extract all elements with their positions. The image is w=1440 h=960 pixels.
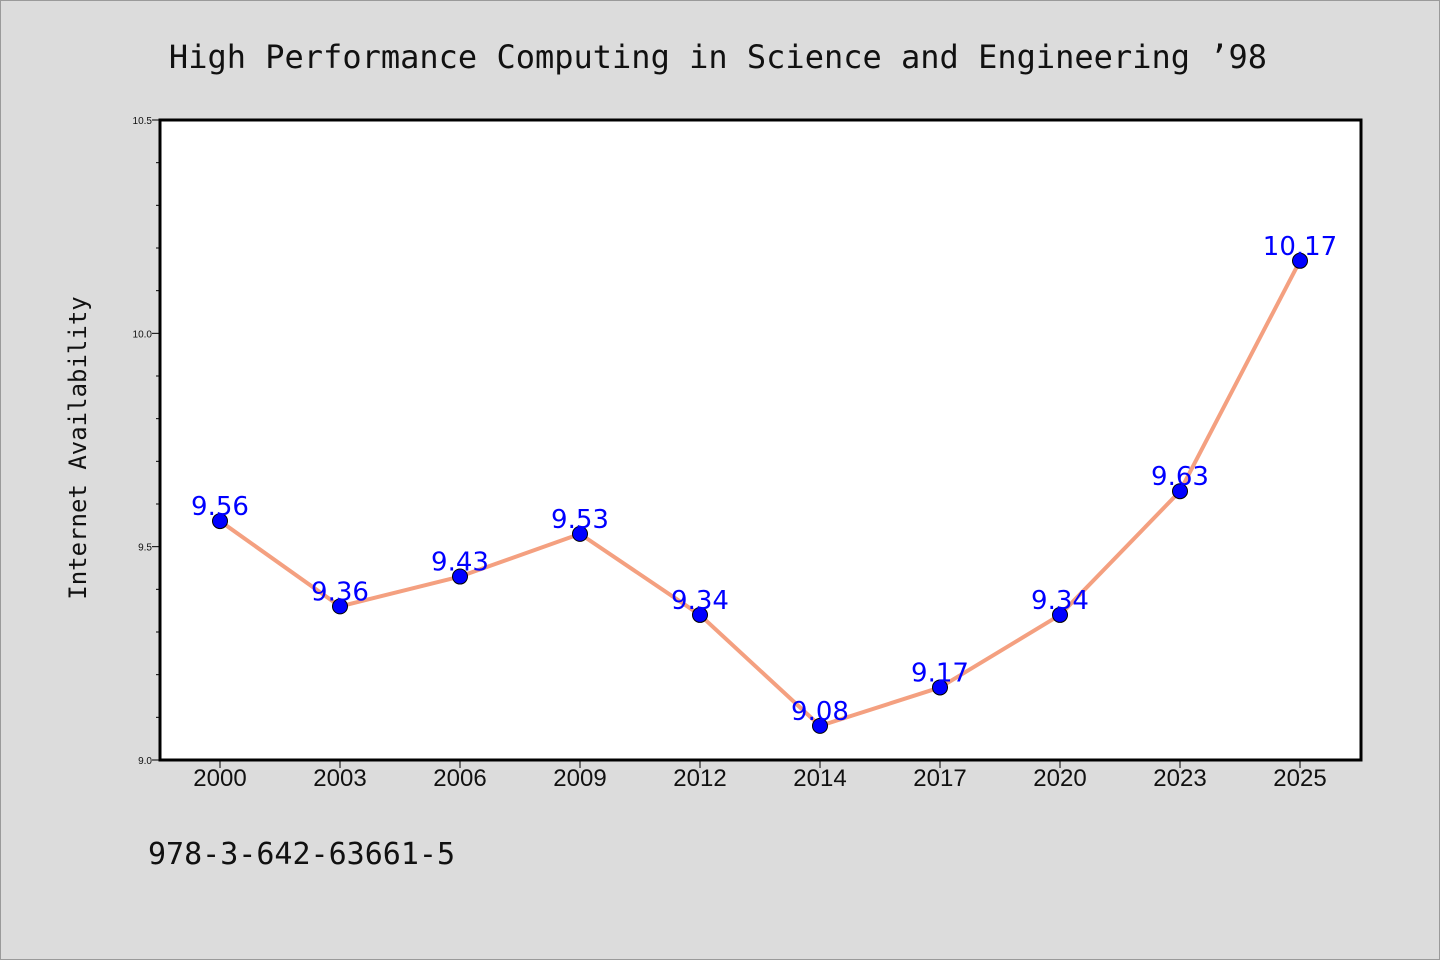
x-tick-label: 2009 [553, 765, 606, 792]
x-tick-label: 2023 [1153, 765, 1206, 792]
y-axis-label: Internet Availability [64, 296, 92, 599]
x-tick-label: 2003 [313, 765, 366, 792]
x-tick-label: 2025 [1273, 765, 1326, 792]
series-layer: 9.56 9.36 9.43 9.53 9.34 9.08 9.17 9.34 9.63 10.1… [191, 232, 1337, 734]
x-tick-label: 2014 [793, 765, 846, 792]
data-point-marker [212, 513, 228, 530]
data-point-marker [692, 606, 708, 623]
data-point-marker [572, 525, 588, 542]
data-point-marker [932, 679, 948, 696]
x-tick-label: 2000 [193, 765, 246, 792]
data-point-marker [332, 598, 348, 615]
data-point-marker [812, 717, 828, 734]
data-point-label: 9.56 [191, 492, 249, 522]
x-tick-label: 2006 [433, 765, 486, 792]
chart-title: High Performance Computing in Science an… [169, 38, 1267, 76]
data-point-label: 10.17 [1263, 232, 1337, 262]
data-point-label: 9.36 [311, 577, 369, 607]
x-tick-label: 2020 [1033, 765, 1086, 792]
data-point-marker [1052, 606, 1068, 623]
data-point-label: 9.34 [1031, 586, 1089, 616]
data-point-marker [1292, 252, 1308, 269]
x-tick-label: 2012 [673, 765, 726, 792]
plot-area [160, 120, 1361, 760]
data-point-marker [452, 568, 468, 585]
data-point-label: 9.08 [791, 697, 849, 727]
y-tick-label: 10.5 [133, 116, 153, 127]
series-line [218, 258, 1302, 728]
y-axis-ticks: 9.0 9.5 10.0 10.5 [133, 116, 160, 767]
data-point-label: 9.63 [1151, 462, 1209, 492]
data-point-label: 9.43 [431, 548, 489, 578]
data-point-marker [1172, 483, 1188, 500]
x-axis-ticks: 2000 2003 2006 2009 2012 2014 2017 2020 2023 2025 [193, 760, 1327, 792]
y-tick-label: 10.0 [133, 329, 153, 340]
isbn-text: 978-3-642-63661-5 [148, 837, 455, 872]
y-tick-label: 9.5 [138, 543, 152, 554]
y-tick-label: 9.0 [138, 756, 152, 767]
x-tick-label: 2017 [913, 765, 966, 792]
data-point-label: 9.53 [551, 505, 609, 535]
data-point-label: 9.17 [911, 658, 969, 688]
plot-border [158, 118, 1363, 762]
data-point-label: 9.34 [671, 586, 729, 616]
